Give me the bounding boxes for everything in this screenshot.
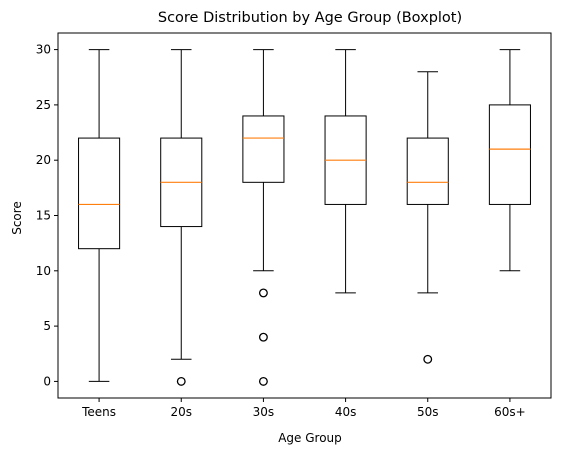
x-axis-label: Age Group	[278, 431, 342, 445]
x-tick-label-60s: 60s+	[494, 405, 526, 419]
x-tick-label-30s: 30s	[253, 405, 275, 419]
y-tick-label: 0	[43, 374, 51, 388]
x-tick-label-20s: 20s	[170, 405, 192, 419]
x-tick-label-teens: Teens	[81, 405, 116, 419]
x-tick-label-50s: 50s	[417, 405, 439, 419]
y-tick-label: 30	[36, 43, 51, 57]
y-tick-label: 5	[43, 319, 51, 333]
x-tick-label-40s: 40s	[335, 405, 357, 419]
y-axis-label: Score	[10, 201, 24, 235]
box-teens	[78, 137, 121, 250]
outlier-50s	[423, 354, 433, 364]
y-tick-label: 20	[36, 153, 51, 167]
y-tick-label: 10	[36, 264, 51, 278]
outlier-30s	[258, 376, 268, 386]
box-50s	[406, 137, 449, 205]
y-tick-label: 15	[36, 209, 51, 223]
box-60s	[488, 104, 531, 205]
outlier-20s	[176, 376, 186, 386]
outlier-30s	[258, 288, 268, 298]
chart-title: Score Distribution by Age Group (Boxplot…	[158, 10, 462, 26]
y-tick-label: 25	[36, 98, 51, 112]
box-30s	[242, 115, 285, 183]
outlier-30s	[258, 332, 268, 342]
plot-frame	[57, 32, 552, 399]
